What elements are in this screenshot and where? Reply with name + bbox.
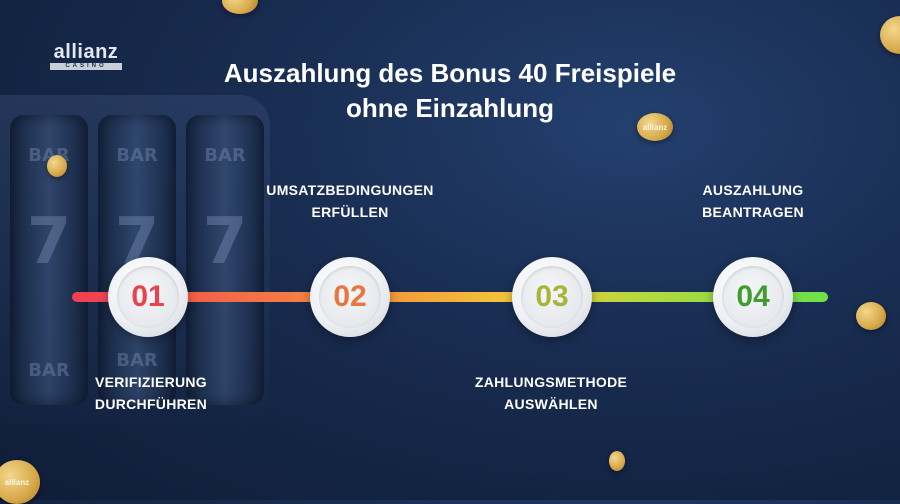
title-line-2: ohne Einzahlung xyxy=(346,93,554,123)
reel-seven-symbol: 7 xyxy=(202,205,248,279)
coin-logo-text: allianz xyxy=(4,477,30,487)
coin-icon xyxy=(856,302,886,330)
coin-icon xyxy=(47,155,67,177)
step-label-3: ZAHLUNGSMETHODE AUSWÄHLEN xyxy=(474,374,628,412)
step-number-3: 03 xyxy=(521,266,583,328)
logo-subtext: CASINO xyxy=(50,63,122,70)
step-circle-2: 02 xyxy=(310,257,390,337)
coin-logo-text: allianz xyxy=(642,122,668,132)
step-circle-1: 01 xyxy=(108,257,188,337)
slot-reel: BAR 7 xyxy=(186,115,264,405)
coin-icon xyxy=(222,0,258,14)
step-number-2: 02 xyxy=(319,266,381,328)
reel-bar-symbol: BAR xyxy=(116,350,158,371)
reel-bar-symbol: BAR xyxy=(116,145,158,166)
reel-bar-symbol: BAR xyxy=(28,360,70,381)
step-circle-4: 04 xyxy=(713,257,793,337)
step-label-4: AUSZAHLUNG BEANTRAGEN xyxy=(702,182,804,220)
step-number-4: 04 xyxy=(722,266,784,328)
step-circle-3: 03 xyxy=(512,257,592,337)
coin-icon: allianz xyxy=(637,113,673,141)
reel-bar-symbol: BAR xyxy=(204,145,246,166)
steps-progress-line xyxy=(72,292,828,302)
brand-logo: allianz CASINO xyxy=(50,42,122,70)
reel-seven-symbol: 7 xyxy=(26,205,72,279)
page-title: Auszahlung des Bonus 40 Freispiele ohne … xyxy=(150,56,750,126)
step-number-1: 01 xyxy=(117,266,179,328)
step-label-2: UMSATZBEDINGUNGEN ERFÜLLEN xyxy=(266,182,434,220)
logo-wordmark: allianz xyxy=(53,41,119,63)
coin-icon xyxy=(609,451,625,471)
step-label-1: VERIFIZIERUNG DURCHFÜHREN xyxy=(94,374,208,412)
title-line-1: Auszahlung des Bonus 40 Freispiele xyxy=(223,58,677,88)
coin-icon: allianz xyxy=(0,460,40,504)
coin-icon xyxy=(880,16,900,54)
